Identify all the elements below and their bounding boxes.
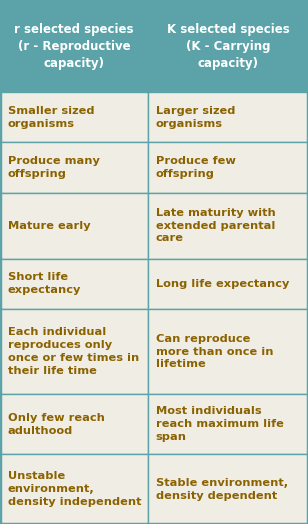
Text: r selected species
(r - Reproductive
capacity): r selected species (r - Reproductive cap… (14, 23, 134, 70)
Text: Only few reach
adulthood: Only few reach adulthood (8, 413, 105, 435)
Bar (0, 309, 148, 394)
Bar (148, 259, 308, 309)
Text: Stable environment,
density dependent: Stable environment, density dependent (156, 478, 288, 500)
Bar (148, 394, 308, 454)
Text: Smaller sized
organisms: Smaller sized organisms (8, 106, 95, 128)
Bar (0, 92, 148, 143)
Text: Unstable
environment,
density independent: Unstable environment, density independen… (8, 471, 141, 507)
Bar (148, 0, 308, 92)
Bar (0, 0, 148, 92)
Bar (148, 454, 308, 524)
Text: Each individual
reproduces only
once or few times in
their life time: Each individual reproduces only once or … (8, 328, 139, 376)
Text: Most individuals
reach maximum life
span: Most individuals reach maximum life span (156, 407, 284, 442)
Text: K selected species
(K - Carrying
capacity): K selected species (K - Carrying capacit… (167, 23, 289, 70)
Text: Produce many
offspring: Produce many offspring (8, 156, 100, 179)
Bar (0, 193, 148, 259)
Text: Mature early: Mature early (8, 221, 91, 231)
Bar (148, 92, 308, 143)
Text: Late maturity with
extended parental
care: Late maturity with extended parental car… (156, 208, 276, 244)
Bar (148, 309, 308, 394)
Text: Produce few
offspring: Produce few offspring (156, 156, 236, 179)
Bar (148, 143, 308, 193)
Bar (0, 454, 148, 524)
Text: Short life
expectancy: Short life expectancy (8, 272, 81, 295)
Bar (0, 259, 148, 309)
Bar (0, 394, 148, 454)
Bar (0, 143, 148, 193)
Bar (148, 193, 308, 259)
Text: Larger sized
organisms: Larger sized organisms (156, 106, 235, 128)
Text: Long life expectancy: Long life expectancy (156, 279, 289, 289)
Text: Can reproduce
more than once in
lifetime: Can reproduce more than once in lifetime (156, 334, 273, 369)
